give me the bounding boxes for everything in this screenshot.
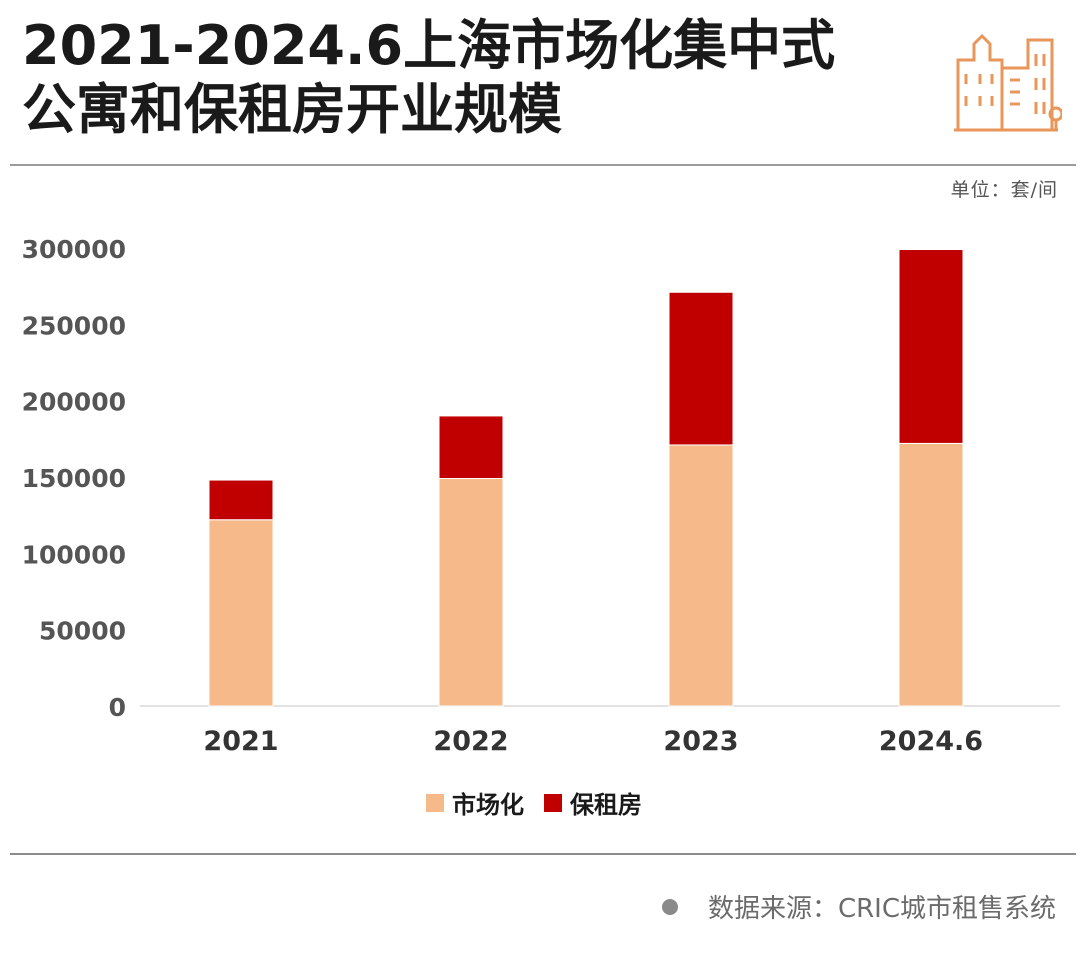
legend-label-market: 市场化 <box>452 791 524 819</box>
chart-title-line-1: 2021-2024.6上海市场化集中式 <box>22 14 836 77</box>
data-source: 数据来源：CRIC城市租售系统 <box>661 888 1056 925</box>
bullet-icon <box>661 898 678 915</box>
legend-item-rental: 保租房 <box>544 785 642 820</box>
bar-rental-0 <box>208 479 274 521</box>
y-tick-label: 50000 <box>39 617 126 646</box>
city-buildings-icon <box>954 33 1062 132</box>
y-tick-label: 200000 <box>22 388 126 417</box>
y-tick-label: 0 <box>109 693 126 722</box>
chart-legend: 市场化 保租房 <box>426 785 656 820</box>
x-tick-label: 2022 <box>433 726 508 757</box>
x-tick-label: 2024.6 <box>879 726 983 757</box>
legend-label-rental: 保租房 <box>570 791 642 819</box>
top-divider <box>10 164 1076 166</box>
bar-rental-2 <box>668 291 734 446</box>
bar-market-3 <box>898 442 964 707</box>
x-tick-label: 2021 <box>203 726 278 757</box>
stacked-bar-chart: 300000 250000 200000 150000 100000 50000 0 2021… <box>22 235 1060 757</box>
y-tick-label: 250000 <box>22 311 126 340</box>
y-tick-label: 150000 <box>22 464 126 493</box>
y-tick-label: 100000 <box>22 540 126 569</box>
bar-market-2 <box>668 444 734 707</box>
bottom-divider <box>10 853 1076 855</box>
legend-swatch-market <box>426 793 444 812</box>
y-tick-label: 300000 <box>22 235 126 264</box>
bar-rental-1 <box>438 415 504 480</box>
data-source-text: 数据来源：CRIC城市租售系统 <box>707 894 1056 924</box>
legend-swatch-rental <box>544 793 562 812</box>
x-tick-label: 2023 <box>663 726 738 757</box>
legend-item-market: 市场化 <box>426 785 524 820</box>
bar-market-1 <box>438 478 504 707</box>
chart-title-line-2: 公寓和保租房开业规模 <box>22 78 562 141</box>
chart-title: 2021-2024.6上海市场化集中式 公寓和保租房开业规模 <box>22 14 835 142</box>
bar-market-0 <box>208 519 274 707</box>
unit-label: 单位：套/间 <box>950 179 1058 201</box>
bar-rental-3 <box>898 249 964 444</box>
